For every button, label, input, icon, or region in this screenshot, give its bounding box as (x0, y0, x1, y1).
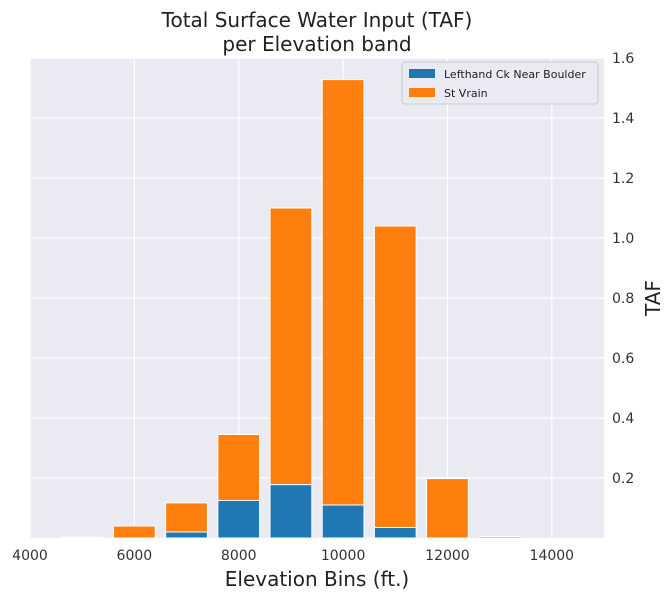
x-tick-label: 12000 (425, 548, 470, 564)
x-tick-label: 10000 (321, 548, 366, 564)
y-tick-label: 0.6 (612, 351, 634, 367)
y-tick-label: 1.4 (612, 111, 634, 127)
bar-lefthand (373, 527, 417, 539)
y-tick-label: 0.8 (612, 291, 634, 307)
y-tick-labels: 0.2 0.4 0.6 0.8 1.0 1.2 1.4 1.6 (612, 51, 634, 487)
y-tick-label: 1.2 (612, 171, 634, 187)
bar-st-vrain (60, 536, 104, 539)
y-tick-label: 1.0 (612, 231, 634, 247)
x-tick-labels: 4000 6000 8000 10000 12000 14000 (12, 548, 574, 564)
bars (60, 79, 522, 539)
legend-label-lefthand: Lefthand Ck Near Boulder (444, 68, 586, 81)
legend-swatch-lefthand (409, 69, 435, 78)
x-tick-label: 6000 (117, 548, 153, 564)
legend-box (401, 61, 599, 105)
bar-st-vrain (165, 502, 208, 533)
x-tick-label: 14000 (530, 548, 575, 564)
x-axis-label: Elevation Bins (ft.) (225, 567, 409, 591)
y-tick-label: 0.2 (612, 471, 634, 487)
bar-st-vrain (217, 434, 261, 501)
bar-st-vrain (112, 525, 156, 539)
bar-lefthand (165, 531, 208, 539)
y-axis-label: TAF (641, 280, 665, 317)
bar-st-vrain (321, 79, 365, 506)
bar-st-vrain (269, 207, 313, 486)
x-tick-label: 8000 (221, 548, 257, 564)
y-tick-label: 1.6 (612, 51, 634, 67)
legend: Lefthand Ck Near Boulder St Vrain (401, 61, 599, 105)
legend-label-st-vrain: St Vrain (444, 87, 488, 100)
bar-lefthand (321, 504, 365, 539)
chart-title-line-2: per Elevation band (222, 32, 411, 56)
chart-title-line-1: Total Surface Water Input (TAF) (161, 8, 473, 32)
bar-st-vrain (478, 536, 522, 539)
y-tick-label: 0.4 (612, 411, 634, 427)
legend-swatch-st-vrain (409, 88, 435, 97)
grid (29, 57, 604, 538)
bar-st-vrain (426, 478, 469, 539)
x-tick-label: 4000 (12, 548, 48, 564)
bar-lefthand (217, 500, 261, 539)
bar-lefthand (269, 484, 313, 539)
bar-st-vrain (373, 225, 417, 528)
